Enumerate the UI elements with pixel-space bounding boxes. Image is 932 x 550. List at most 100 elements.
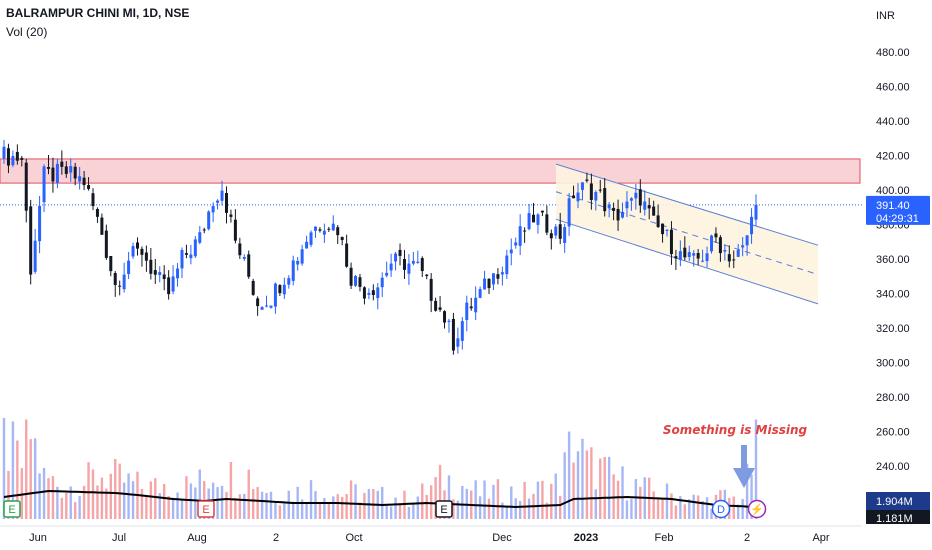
candle-body: [656, 215, 660, 228]
candle-body: [171, 276, 175, 292]
volume-bar: [438, 464, 442, 519]
candle-body: [55, 163, 59, 183]
volume-bar: [692, 494, 695, 519]
candle-body: [607, 204, 611, 209]
candle-body: [158, 272, 162, 276]
volume-bar: [679, 496, 682, 519]
price-tick-label: 440.00: [876, 116, 910, 128]
candle-body: [389, 263, 393, 271]
candle-body: [113, 272, 117, 285]
candle-body: [723, 250, 727, 252]
volume-bar: [625, 500, 629, 519]
volume-bar: [496, 479, 500, 519]
time-axis[interactable]: Jun Jul Aug 2 Oct Dec 2023 Feb 2 Apr: [0, 525, 862, 544]
volume-bar: [745, 463, 749, 519]
dividend-marker: [711, 499, 731, 519]
volume-bar: [567, 431, 571, 519]
volume-bar: [185, 476, 188, 519]
volume-bar: [536, 481, 540, 519]
volume-bar: [478, 496, 482, 519]
volume-bar: [585, 450, 589, 519]
candle-body: [211, 206, 215, 213]
candle-body: [491, 273, 495, 285]
candle-body: [638, 189, 642, 206]
earnings-marker: [3, 500, 21, 518]
volume-bar: [73, 502, 77, 519]
candle-body: [518, 226, 522, 246]
candle-body: [732, 259, 736, 261]
candle-body: [687, 252, 691, 257]
candle-body: [540, 210, 544, 213]
candle-body: [692, 253, 696, 256]
candle-body: [443, 311, 447, 323]
volume-bar: [434, 477, 437, 519]
candle-body: [407, 263, 411, 274]
volume-bar: [158, 493, 161, 519]
volume-bar: [652, 491, 655, 519]
resistance-zone: [0, 158, 861, 184]
volume-bar: [683, 504, 687, 519]
volume-bar: [545, 502, 549, 519]
price-tick-label: 240.00: [876, 461, 910, 473]
volume-bar: [474, 480, 477, 519]
volume-bar: [194, 487, 197, 519]
candle-body: [554, 226, 558, 236]
candle-body: [313, 226, 317, 231]
volume-bar: [452, 499, 455, 519]
time-tick-label: 2023: [574, 532, 598, 544]
candle-body: [580, 182, 584, 190]
volume-ma-tag: [866, 510, 930, 524]
volume-bar: [216, 487, 219, 519]
volume-tag: [866, 492, 930, 510]
volume-bar: [559, 495, 562, 519]
volume-bar: [501, 502, 504, 519]
volume-bars-layer: [2, 417, 758, 519]
volume-bar: [576, 451, 580, 519]
candle-body: [193, 239, 197, 257]
candle-body: [220, 190, 224, 201]
candle-body: [567, 198, 571, 227]
candle-body: [474, 297, 478, 313]
volume-bar: [581, 438, 584, 519]
candle-body: [505, 255, 509, 275]
volume-bar: [621, 466, 624, 519]
volume-bar: [514, 498, 517, 519]
volume-bar: [243, 493, 246, 519]
volume-bar: [100, 477, 104, 519]
volume-bar: [87, 462, 90, 519]
candle-body: [29, 206, 33, 275]
candle-body: [669, 229, 673, 255]
volume-bar: [656, 499, 660, 519]
price-tick-label: 280.00: [876, 392, 910, 404]
candle-body: [189, 254, 193, 259]
candle-body: [109, 255, 113, 272]
candle-body: [60, 161, 64, 167]
candle-body: [46, 167, 50, 169]
volume-bar: [518, 501, 522, 519]
channel-mid-line: [555, 191, 819, 276]
candle-body: [331, 223, 335, 231]
volume-bar: [701, 500, 704, 519]
candle-body: [269, 305, 273, 308]
price-tick-label: 260.00: [876, 427, 910, 439]
candle-body: [616, 208, 620, 221]
candle-body: [20, 157, 24, 160]
volume-bar: [616, 480, 620, 519]
time-tick-label: 2: [273, 532, 279, 544]
price-axis[interactable]: INR480.00460.00440.00420.00400.00380.003…: [866, 10, 930, 525]
volume-bar: [416, 496, 420, 519]
channel-fill: [556, 164, 818, 304]
event-marker-label: E: [202, 504, 209, 516]
volume-bar: [358, 502, 362, 519]
event-marker-label: E: [8, 504, 15, 516]
candle-body: [710, 235, 714, 252]
volume-indicator-label[interactable]: Vol (20): [6, 25, 48, 39]
candle-body: [322, 230, 326, 235]
candle-body: [24, 162, 28, 211]
event-markers-layer[interactable]: E E E D ⚡: [3, 499, 767, 519]
volume-bar: [421, 483, 424, 519]
volume-bar: [407, 507, 411, 519]
candle-body: [701, 260, 705, 262]
candle-body: [144, 252, 148, 261]
